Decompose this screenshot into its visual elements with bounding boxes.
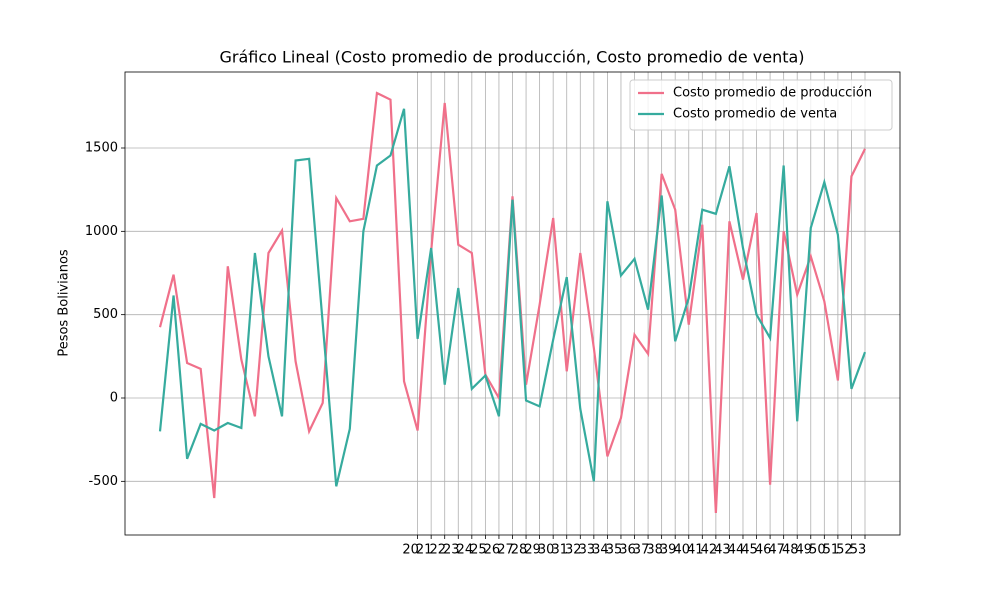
legend-label: Costo promedio de venta: [673, 107, 837, 122]
x-tick-label: 29: [524, 543, 541, 558]
x-tick-label: 22: [429, 543, 446, 558]
x-tick-label: 28: [511, 543, 528, 558]
x-tick-label: 37: [633, 543, 650, 558]
x-tick-label: 35: [606, 543, 623, 558]
x-tick-label: 26: [484, 543, 501, 558]
legend-label: Costo promedio de producción: [673, 86, 872, 101]
x-tick-label: 45: [741, 543, 758, 558]
x-tick-label: 51: [823, 543, 840, 558]
x-tick-label: 38: [646, 543, 663, 558]
x-tick-label: 49: [795, 543, 812, 558]
x-tick-label: 36: [619, 543, 636, 558]
x-tick-label: 32: [565, 543, 582, 558]
x-tick-label: 46: [755, 543, 772, 558]
y-tick-label: 0: [110, 391, 118, 406]
x-tick-label: 39: [660, 543, 677, 558]
x-tick-label: 40: [673, 543, 690, 558]
x-tick-label: 41: [687, 543, 704, 558]
x-tick-label: 33: [579, 543, 596, 558]
x-tick-label: 27: [497, 543, 514, 558]
x-tick-label: 42: [701, 543, 718, 558]
legend: Costo promedio de producción Costo promed…: [629, 79, 893, 131]
x-tick-label: 31: [551, 543, 568, 558]
y-tick-label: 1000: [85, 224, 118, 239]
x-tick-label: 53: [850, 543, 867, 558]
plot-frame: [124, 71, 901, 536]
x-tick-label: 30: [538, 543, 555, 558]
y-tick-label: -500: [88, 474, 118, 489]
x-tick-label: 34: [592, 543, 609, 558]
x-tick-label: 44: [728, 543, 745, 558]
x-tick-label: 24: [457, 543, 474, 558]
x-tick-label: 52: [836, 543, 853, 558]
data-line: [158, 108, 867, 487]
x-tick-label: 47: [768, 543, 785, 558]
y-tick-label: 1500: [85, 141, 118, 156]
chart-title: Gráfico Lineal (Costo promedio de produc…: [219, 48, 804, 67]
x-tick-label: 23: [443, 543, 460, 558]
x-tick-label: 21: [416, 543, 433, 558]
y-axis-label: Pesos Bolivianos: [57, 249, 72, 357]
x-tick-label: 50: [809, 543, 826, 558]
legend-box: [629, 79, 893, 131]
y-tick-label: 500: [93, 307, 118, 322]
data-line: [158, 91, 866, 514]
x-tick-label: 25: [470, 543, 487, 558]
x-tick-label: 20: [402, 543, 419, 558]
x-tick-label: 48: [782, 543, 799, 558]
x-tick-label: 43: [714, 543, 731, 558]
